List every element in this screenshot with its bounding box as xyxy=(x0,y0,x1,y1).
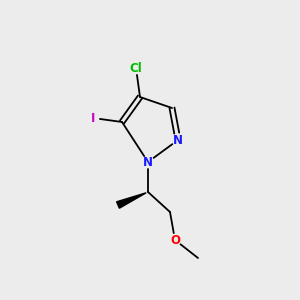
Text: I: I xyxy=(91,112,95,124)
Polygon shape xyxy=(117,193,146,208)
Text: O: O xyxy=(170,233,180,247)
Text: N: N xyxy=(173,134,183,146)
Text: N: N xyxy=(143,155,153,169)
Text: Cl: Cl xyxy=(130,61,142,74)
